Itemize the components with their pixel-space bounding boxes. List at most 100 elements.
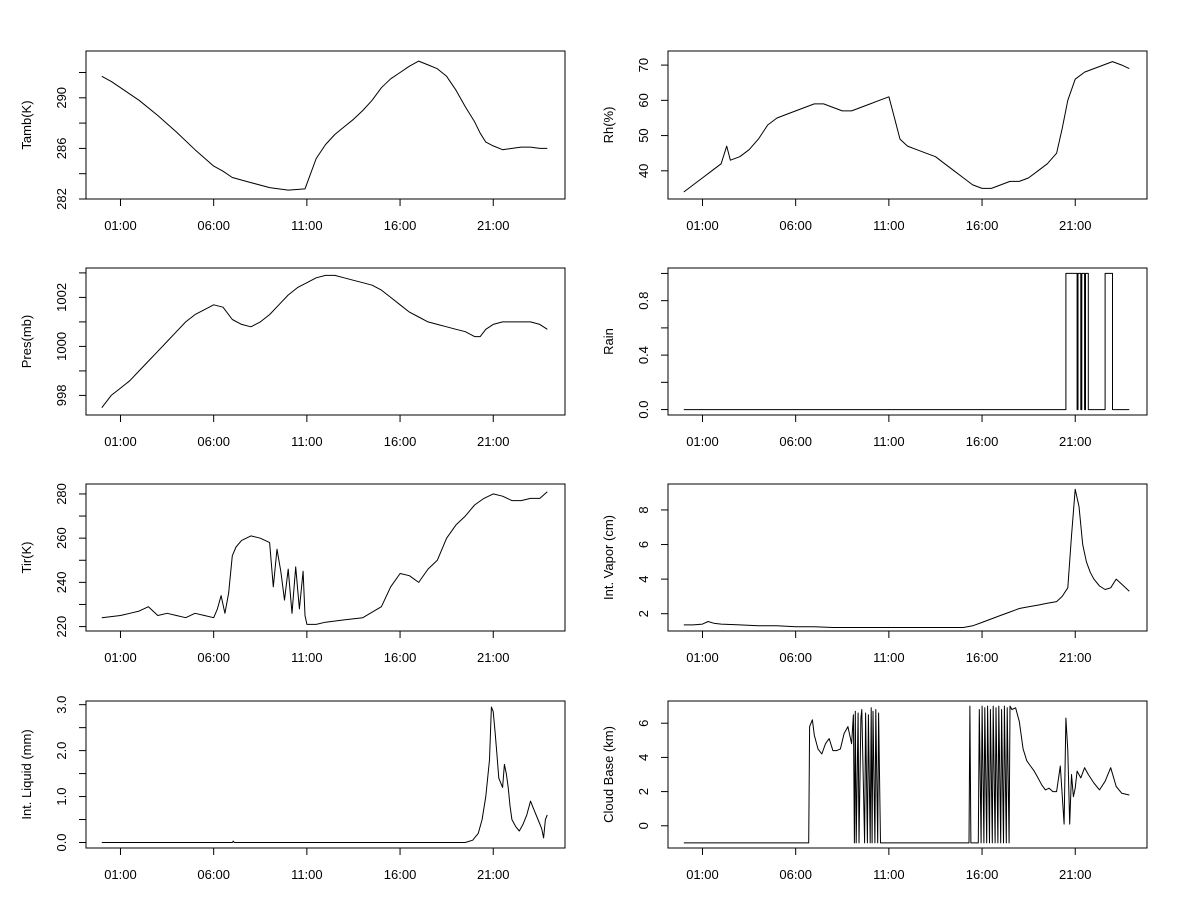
y-axis-label: Pres(mb) (19, 315, 34, 368)
panel-3: 01:00 06:00 11:00 16:00 21:00 998 1000 1002 Pres… (19, 267, 566, 449)
x-tick-label: 11:00 (291, 867, 323, 882)
x-tick-label: 01:00 (104, 867, 137, 882)
x-tick-label: 01:00 (104, 218, 137, 233)
x-tick-label: 01:00 (104, 650, 137, 665)
y-tick-label: 3.0 (54, 696, 69, 714)
x-tick-label: 16:00 (966, 650, 999, 665)
x-tick-label: 01:00 (686, 867, 719, 882)
x-tick-label: 21:00 (477, 867, 510, 882)
y-tick-label: 60 (636, 93, 651, 107)
y-tick-label: 2.0 (54, 742, 69, 760)
y-axis-label: Tamb(K) (19, 100, 34, 149)
plot-frame (667, 483, 1148, 632)
x-tick-label: 16:00 (966, 867, 999, 882)
series-line-1 (101, 706, 548, 843)
x-tick-label: 16:00 (966, 434, 999, 449)
series-line-1 (101, 274, 548, 409)
y-tick-label: 0.0 (54, 833, 69, 851)
y-axis-label: Int. Liquid (mm) (19, 729, 34, 819)
y-axis-label: Rain (601, 328, 616, 355)
panel-7: 01:00 06:00 11:00 16:00 21:00 0.0 1.0 2.0 3.0 Int… (19, 696, 566, 882)
y-axis-label: Tir(K) (19, 541, 34, 573)
x-tick-label: 06:00 (197, 650, 230, 665)
y-tick-label: 998 (54, 385, 69, 407)
plot-frame (667, 50, 1148, 200)
series-line-1 (101, 491, 548, 625)
y-tick-label: 70 (636, 58, 651, 72)
x-tick-label: 21:00 (477, 650, 510, 665)
y-tick-label: 290 (54, 87, 69, 109)
y-tick-label: 50 (636, 128, 651, 142)
y-tick-label: 240 (54, 572, 69, 594)
x-tick-label: 21:00 (1059, 867, 1092, 882)
plot-frame (85, 50, 566, 200)
x-tick-label: 01:00 (686, 218, 719, 233)
y-tick-label: 4 (636, 754, 651, 761)
panel-2: 01:00 06:00 11:00 16:00 21:00 40 50 60 70 Rh(%) (601, 50, 1148, 233)
x-tick-label: 06:00 (779, 434, 812, 449)
x-tick-label: 06:00 (779, 867, 812, 882)
y-tick-label: 6 (636, 720, 651, 727)
y-tick-label: 220 (54, 616, 69, 638)
y-tick-label: 2 (636, 610, 651, 617)
y-tick-label: 0.4 (636, 346, 651, 364)
panel-8: 01:00 06:00 11:00 16:00 21:00 0 2 4 6 Cloud Base … (601, 700, 1148, 882)
panel-5: 01:00 06:00 11:00 16:00 21:00 220 240 260 280 Tir… (19, 483, 566, 665)
x-tick-label: 11:00 (873, 650, 905, 665)
panel-6: 01:00 06:00 11:00 16:00 21:00 2 4 6 8 Int. Vapor … (601, 483, 1148, 665)
x-tick-label: 21:00 (477, 434, 510, 449)
x-tick-label: 16:00 (384, 218, 417, 233)
x-tick-label: 16:00 (384, 434, 417, 449)
y-tick-label: 280 (54, 483, 69, 505)
y-axis-label: Rh(%) (601, 107, 616, 144)
series-line-1 (683, 272, 1130, 411)
plot-frame (85, 267, 566, 416)
x-tick-label: 11:00 (291, 218, 323, 233)
x-tick-label: 21:00 (1059, 650, 1092, 665)
y-tick-label: 40 (636, 164, 651, 178)
series-line-1 (683, 705, 1130, 844)
x-tick-label: 01:00 (104, 434, 137, 449)
plot-frame (85, 483, 566, 632)
y-axis-label: Int. Vapor (cm) (601, 515, 616, 600)
y-tick-label: 260 (54, 527, 69, 549)
panel-4: 01:00 06:00 11:00 16:00 21:00 0.0 0.4 0.8 Rain (601, 267, 1148, 449)
y-tick-label: 0.8 (636, 292, 651, 310)
x-tick-label: 11:00 (291, 434, 323, 449)
plot-frame (85, 700, 566, 849)
y-axis-label: Cloud Base (km) (601, 726, 616, 823)
y-tick-label: 8 (636, 506, 651, 513)
x-tick-label: 16:00 (384, 867, 417, 882)
x-tick-label: 16:00 (384, 650, 417, 665)
series-line-1 (101, 60, 548, 191)
panel-1: 01:00 06:00 11:00 16:00 21:00 282 286 290 Tamb(K… (19, 50, 566, 233)
y-tick-label: 0.0 (636, 401, 651, 419)
y-tick-label: 2 (636, 788, 651, 795)
plot-frame (667, 700, 1148, 849)
series-line-1 (683, 488, 1130, 628)
x-tick-label: 11:00 (291, 650, 323, 665)
y-tick-label: 282 (54, 188, 69, 210)
y-tick-label: 286 (54, 138, 69, 160)
x-tick-label: 21:00 (477, 218, 510, 233)
x-tick-label: 11:00 (873, 434, 905, 449)
x-tick-label: 21:00 (1059, 218, 1092, 233)
x-tick-label: 06:00 (197, 218, 230, 233)
y-tick-label: 4 (636, 576, 651, 583)
x-tick-label: 01:00 (686, 650, 719, 665)
y-tick-label: 1.0 (54, 788, 69, 806)
x-tick-label: 01:00 (686, 434, 719, 449)
x-tick-label: 21:00 (1059, 434, 1092, 449)
y-tick-label: 0 (636, 822, 651, 829)
y-tick-label: 1000 (54, 332, 69, 361)
x-tick-label: 06:00 (779, 218, 812, 233)
plot-frame (667, 267, 1148, 416)
x-tick-label: 06:00 (197, 434, 230, 449)
series-line-1 (683, 61, 1130, 193)
y-tick-label: 1002 (54, 283, 69, 312)
x-tick-label: 11:00 (873, 867, 905, 882)
x-tick-label: 06:00 (779, 650, 812, 665)
x-tick-label: 06:00 (197, 867, 230, 882)
y-tick-label: 6 (636, 541, 651, 548)
